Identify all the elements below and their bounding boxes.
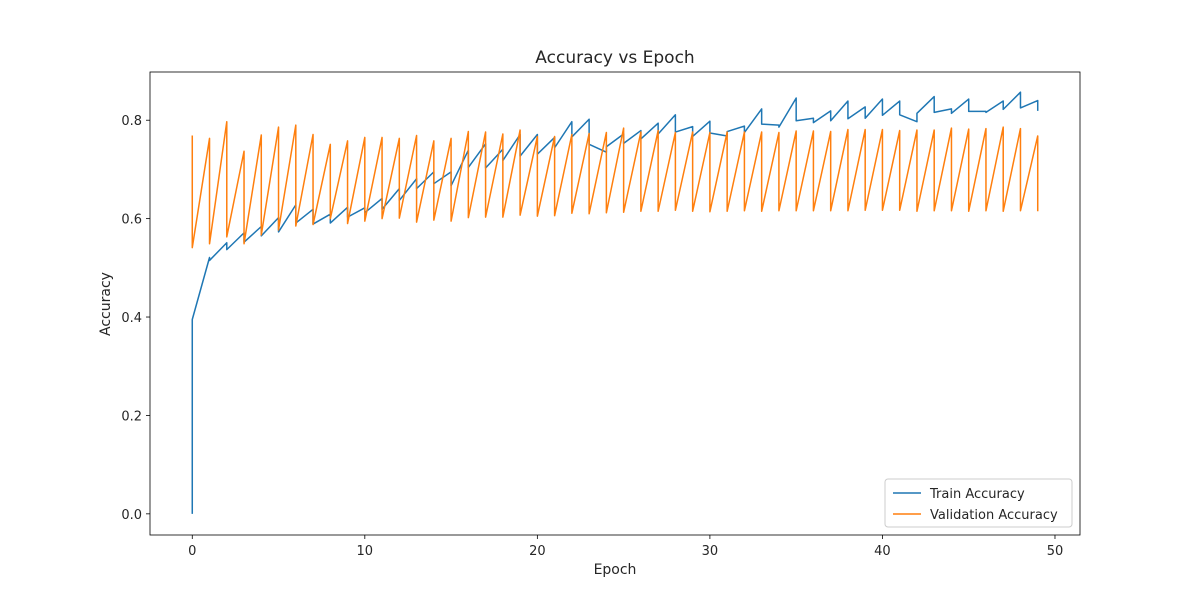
x-axis-label: Epoch (594, 562, 637, 578)
plot-frame (149, 71, 1081, 536)
y-axis-label: Accuracy (98, 272, 114, 336)
y-tick-label: 0.8 (121, 114, 142, 129)
series-layer (191, 91, 1039, 514)
y-tick-label: 0.6 (121, 213, 142, 228)
series-line-validation-accuracy (191, 120, 1039, 249)
legend-label: Train Accuracy (929, 487, 1025, 502)
axes-layer: 0 10 20 30 40 50 0.0 0.2 0.4 0.6 0.8 (121, 71, 1081, 559)
legend-box (884, 478, 1073, 528)
x-tick-label: 20 (529, 544, 546, 559)
x-tick-label: 30 (702, 544, 719, 559)
x-tick-label: 10 (357, 544, 374, 559)
x-tick-label: 50 (1047, 544, 1064, 559)
legend: Train Accuracy Validation Accuracy (884, 478, 1073, 528)
y-tick-label: 0.2 (121, 409, 142, 424)
y-tick-label: 0.0 (121, 508, 142, 523)
x-tick-label: 40 (874, 544, 891, 559)
y-tick-label: 0.4 (121, 311, 142, 326)
x-tick-label: 0 (188, 544, 196, 559)
legend-label: Validation Accuracy (930, 508, 1058, 523)
chart-title: Accuracy vs Epoch (535, 48, 694, 68)
